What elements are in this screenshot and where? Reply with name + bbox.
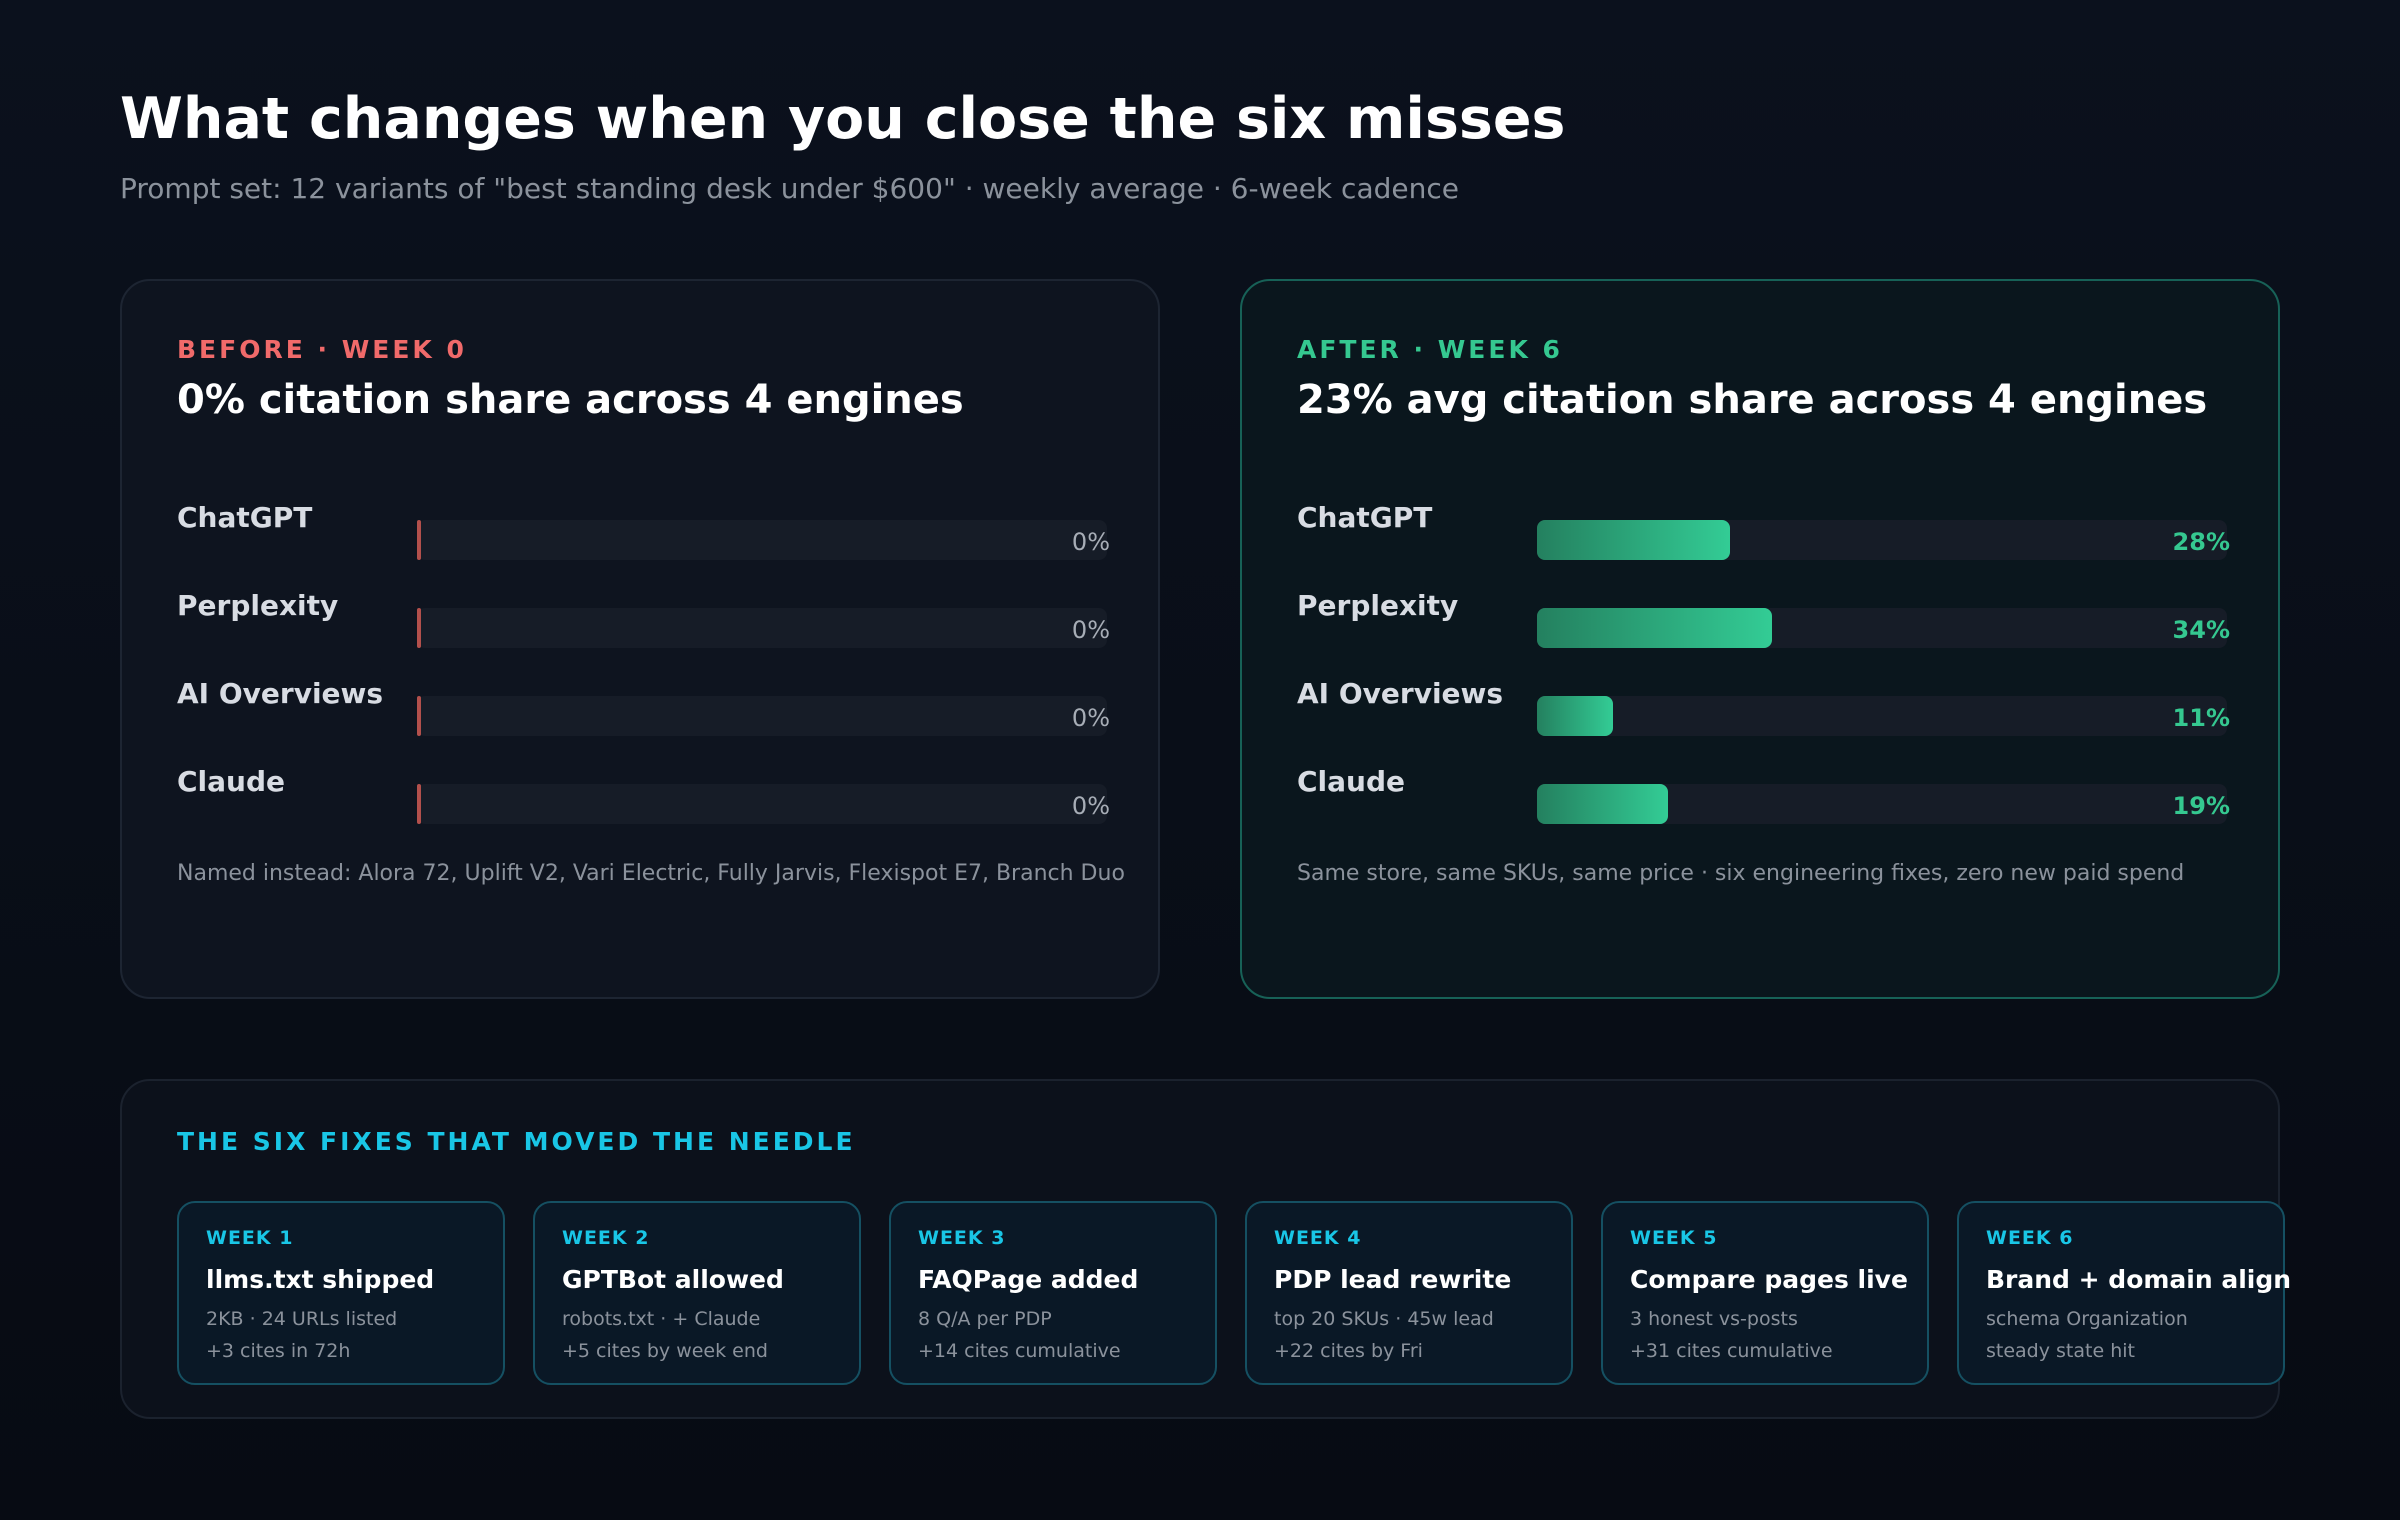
fix-card-week: WEEK 6 [1986, 1227, 2074, 1249]
page-subtitle: Prompt set: 12 variants of "best standin… [120, 172, 1459, 205]
bar [417, 608, 421, 648]
bar-row: Claude 19% [1242, 765, 2278, 825]
bar-category-label: Claude [1297, 765, 1406, 798]
bar-value-label: 19% [2172, 792, 2230, 820]
bar-value-label: 0% [1071, 704, 1110, 732]
bar [1537, 520, 1731, 560]
fix-card-week: WEEK 3 [918, 1227, 1006, 1249]
after-note: Same store, same SKUs, same price · six … [1297, 861, 2185, 886]
fix-card-detail: schema Organization [1986, 1308, 2188, 1330]
bar-row: ChatGPT 28% [1242, 501, 2278, 561]
fix-card-title: FAQPage added [918, 1265, 1139, 1294]
fixes-section: THE SIX FIXES THAT MOVED THE NEEDLE WEEK… [120, 1079, 2291, 1419]
fix-card-title: Brand + domain align [1986, 1265, 2292, 1294]
bar-value-label: 0% [1071, 528, 1110, 556]
fix-card-result: steady state hit [1986, 1340, 2135, 1362]
fix-card-week-3: WEEK 3 FAQPage added 8 Q/A per PDP +14 c… [889, 1201, 1217, 1385]
before-note: Named instead: Alora 72, Uplift V2, Vari… [177, 861, 1125, 886]
fixes-title: THE SIX FIXES THAT MOVED THE NEEDLE [177, 1127, 856, 1156]
bar-value-label: 11% [2172, 704, 2230, 732]
fix-card-detail: 3 honest vs-posts [1630, 1308, 1798, 1330]
bar-row: AI Overviews 0% [122, 677, 1158, 737]
fix-card-week: WEEK 4 [1274, 1227, 1362, 1249]
fix-card-detail: 8 Q/A per PDP [918, 1308, 1052, 1330]
fix-card-title: llms.txt shipped [206, 1265, 435, 1294]
fix-card-result: +5 cites by week end [562, 1340, 768, 1362]
bar [1537, 696, 1613, 736]
fix-card-week-5: WEEK 5 Compare pages live 3 honest vs-po… [1601, 1201, 1929, 1385]
fix-card-week-2: WEEK 2 GPTBot allowed robots.txt · + Cla… [533, 1201, 861, 1385]
fix-card-week-1: WEEK 1 llms.txt shipped 2KB · 24 URLs li… [177, 1201, 505, 1385]
bar-track [1537, 608, 2227, 648]
bar-category-label: Perplexity [177, 589, 339, 622]
bar-track [1537, 520, 2227, 560]
bar-value-label: 0% [1071, 616, 1110, 644]
after-headline: 23% avg citation share across 4 engines [1297, 377, 2208, 423]
bar [1537, 784, 1669, 824]
bar-category-label: AI Overviews [177, 677, 384, 710]
bar-track [417, 520, 1107, 560]
bar-category-label: AI Overviews [1297, 677, 1504, 710]
fix-card-detail: 2KB · 24 URLs listed [206, 1308, 398, 1330]
before-kicker: BEFORE · WEEK 0 [177, 335, 467, 364]
bar-row: Claude 0% [122, 765, 1158, 825]
bar [417, 520, 421, 560]
after-kicker: AFTER · WEEK 6 [1297, 335, 1563, 364]
bar-row: Perplexity 34% [1242, 589, 2278, 649]
fix-card-week: WEEK 5 [1630, 1227, 1718, 1249]
bar [417, 696, 421, 736]
bar-value-label: 28% [2172, 528, 2230, 556]
fix-card-result: +22 cites by Fri [1274, 1340, 1423, 1362]
after-panel: AFTER · WEEK 6 23% avg citation share ac… [1240, 279, 2280, 999]
fix-card-week: WEEK 2 [562, 1227, 650, 1249]
bar-value-label: 0% [1071, 792, 1110, 820]
bar [1537, 608, 1772, 648]
bar-category-label: ChatGPT [177, 501, 313, 534]
fix-card-title: GPTBot allowed [562, 1265, 784, 1294]
fix-card-title: Compare pages live [1630, 1265, 1908, 1294]
fix-card-result: +3 cites in 72h [206, 1340, 351, 1362]
bar-track [417, 784, 1107, 824]
after-bar-chart: ChatGPT 28% Perplexity 34% AI Overviews 11% Cl… [1242, 281, 2278, 997]
bar-value-label: 34% [2172, 616, 2230, 644]
fix-card-detail: robots.txt · + Claude [562, 1308, 761, 1330]
bar-category-label: ChatGPT [1297, 501, 1433, 534]
bar-category-label: Perplexity [1297, 589, 1459, 622]
bar-row: Perplexity 0% [122, 589, 1158, 649]
fix-card-result: +14 cites cumulative [918, 1340, 1121, 1362]
fix-card-week: WEEK 1 [206, 1227, 294, 1249]
bar-track [417, 696, 1107, 736]
page-title: What changes when you close the six miss… [120, 86, 1566, 152]
fix-card-detail: top 20 SKUs · 45w lead [1274, 1308, 1494, 1330]
fix-card-title: PDP lead rewrite [1274, 1265, 1512, 1294]
fix-card-week-6: WEEK 6 Brand + domain align schema Organ… [1957, 1201, 2291, 1385]
bar-row: ChatGPT 0% [122, 501, 1158, 561]
before-panel: BEFORE · WEEK 0 0% citation share across… [120, 279, 1160, 999]
fix-card-week-4: WEEK 4 PDP lead rewrite top 20 SKUs · 45… [1245, 1201, 1573, 1385]
bar-track [1537, 784, 2227, 824]
fix-card-result: +31 cites cumulative [1630, 1340, 1833, 1362]
before-bar-chart: ChatGPT 0% Perplexity 0% AI Overviews 0% Claud… [122, 281, 1158, 997]
before-headline: 0% citation share across 4 engines [177, 377, 964, 423]
bar-track [417, 608, 1107, 648]
bar-category-label: Claude [177, 765, 286, 798]
bar-row: AI Overviews 11% [1242, 677, 2278, 737]
bar [417, 784, 421, 824]
bar-track [1537, 696, 2227, 736]
